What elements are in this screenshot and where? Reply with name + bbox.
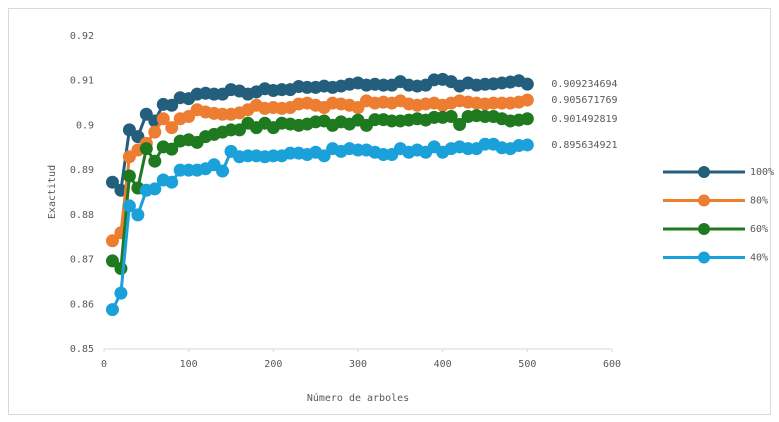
x-tick-label: 600	[603, 359, 621, 370]
y-tick-label: 0.91	[70, 76, 94, 87]
x-tick-label: 400	[434, 359, 452, 370]
legend-label: 100%	[750, 167, 774, 178]
marker	[182, 109, 196, 123]
x-axis-title: Número de arboles	[307, 392, 409, 404]
x-tick-label: 100	[180, 359, 198, 370]
marker	[444, 109, 458, 123]
y-axis-title: Exactitud	[47, 165, 58, 219]
marker	[453, 118, 467, 132]
marker	[520, 93, 534, 107]
x-tick-label: 500	[518, 359, 536, 370]
legend-marker	[698, 166, 710, 178]
marker	[122, 169, 136, 183]
y-tick-label: 0.85	[70, 344, 94, 355]
x-tick-label: 0	[101, 359, 107, 370]
legend-marker	[698, 194, 710, 207]
end-label: 0.909234694	[551, 79, 617, 90]
legend-label: 60%	[750, 224, 768, 235]
marker	[131, 208, 145, 222]
marker	[520, 138, 534, 152]
y-tick-label: 0.92	[70, 31, 94, 42]
marker	[165, 142, 179, 156]
legend-marker	[698, 223, 710, 235]
marker	[165, 121, 179, 135]
marker	[105, 234, 119, 248]
marker	[232, 123, 246, 137]
legend-label: 40%	[750, 253, 768, 264]
marker	[520, 112, 534, 126]
end-label: 0.905671769	[551, 95, 617, 106]
marker	[105, 254, 119, 268]
y-tick-label: 0.89	[70, 165, 94, 176]
marker	[165, 175, 179, 189]
x-tick-label: 300	[349, 359, 367, 370]
y-tick-label: 0.88	[70, 210, 94, 221]
marker	[520, 77, 534, 91]
marker	[165, 98, 179, 112]
legend-label: 80%	[750, 196, 768, 207]
marker	[351, 101, 365, 115]
marker	[114, 286, 128, 300]
marker	[139, 142, 153, 156]
marker	[122, 199, 136, 213]
marker	[156, 112, 170, 126]
x-tick-label: 200	[264, 359, 282, 370]
marker	[122, 150, 136, 164]
end-label: 0.895634921	[551, 140, 617, 151]
marker	[122, 123, 136, 137]
marker	[216, 164, 230, 178]
y-tick-label: 0.87	[70, 255, 94, 266]
marker	[148, 154, 162, 168]
end-label: 0.901492819	[551, 114, 617, 125]
y-tick-label: 0.9	[76, 120, 94, 131]
y-tick-label: 0.86	[70, 299, 94, 310]
marker	[105, 303, 119, 317]
marker	[139, 107, 153, 121]
marker	[148, 182, 162, 196]
marker	[148, 125, 162, 139]
legend-marker	[698, 251, 710, 264]
marker	[105, 175, 119, 189]
marker	[131, 130, 145, 144]
marker	[317, 149, 331, 163]
